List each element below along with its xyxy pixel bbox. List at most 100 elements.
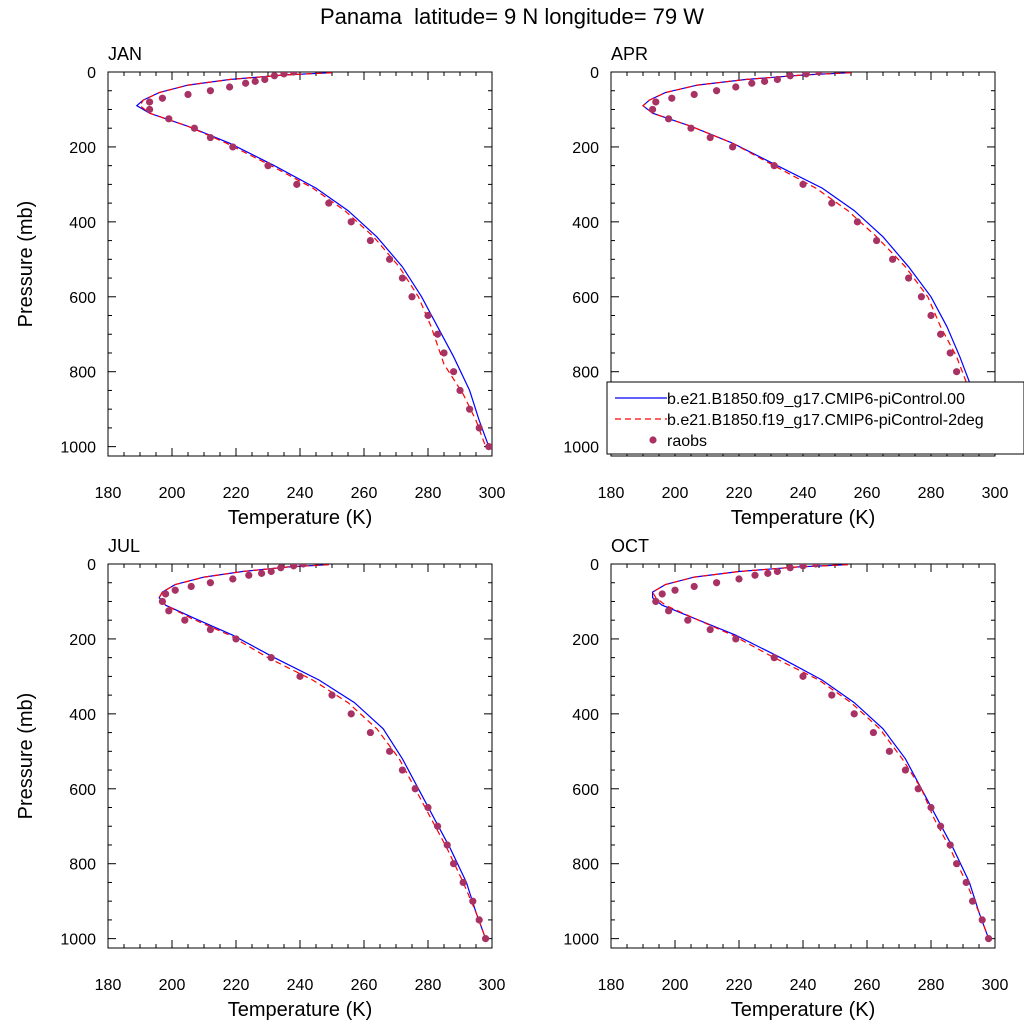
raobs-point — [466, 405, 474, 413]
raobs-point — [171, 586, 179, 594]
raobs-point — [962, 878, 970, 887]
x-tick-label: 280 — [415, 977, 442, 994]
plot-frame — [107, 563, 493, 949]
raobs-point — [671, 586, 679, 594]
panel-label: JAN — [108, 44, 142, 64]
raobs-point — [277, 564, 285, 572]
raobs-point — [290, 564, 298, 570]
raobs-point — [946, 841, 954, 849]
x-tick-label: 300 — [982, 977, 1009, 994]
raobs-point — [181, 616, 189, 624]
data-layer — [651, 564, 993, 943]
raobs-point — [937, 822, 945, 830]
raobs-point — [434, 330, 442, 338]
raobs-point — [424, 311, 432, 320]
raobs-point — [366, 728, 374, 737]
legend-label: raobs — [667, 433, 707, 450]
raobs-point — [450, 860, 458, 868]
raobs-point — [799, 180, 807, 188]
raobs-point — [690, 582, 698, 591]
y-tick-label: 400 — [69, 707, 96, 724]
raobs-point — [328, 691, 336, 699]
raobs-point — [264, 162, 272, 170]
raobs-point — [456, 386, 464, 395]
raobs-point — [770, 654, 778, 662]
raobs-point — [229, 575, 237, 583]
raobs-point — [443, 841, 451, 849]
raobs-point — [226, 83, 234, 91]
raobs-point — [885, 747, 894, 755]
panel-apr: 0 200 400 600 800 1000 180 200 220 240 260 280 300 AP… — [563, 44, 1024, 529]
x-tick-label: 220 — [726, 977, 753, 994]
raobs-point — [773, 567, 782, 576]
x-tick-label: 220 — [726, 485, 753, 502]
raobs-point — [434, 822, 442, 830]
x-tick-label: 200 — [159, 977, 186, 994]
x-tick-label: 280 — [415, 485, 442, 502]
raobs-point — [475, 916, 483, 924]
raobs-point — [713, 579, 721, 587]
x-tick-label: 260 — [351, 977, 378, 994]
raobs-point — [258, 569, 266, 577]
raobs-point — [290, 72, 298, 76]
raobs-point — [799, 564, 807, 570]
x-tick-label: 240 — [790, 485, 817, 502]
panel-jan: 0 200 400 600 800 1000 180 200 220 240 260 280 300 JA… — [15, 44, 505, 529]
y-tick-label: 1000 — [60, 932, 96, 949]
raobs-point — [684, 616, 692, 624]
raobs-point — [985, 935, 993, 943]
raobs-point — [652, 597, 660, 606]
raobs-point — [267, 654, 275, 662]
raobs-point — [251, 77, 259, 85]
x-tick-label: 260 — [854, 485, 881, 502]
series-line-f19 — [651, 564, 990, 939]
raobs-point — [873, 236, 881, 245]
x-tick-label: 200 — [159, 485, 186, 502]
x-tick-label: 180 — [95, 485, 122, 502]
y-axis-label: Pressure (mb) — [15, 693, 37, 820]
y-tick-label: 200 — [572, 140, 599, 157]
raobs-point — [953, 368, 961, 376]
raobs-point — [440, 349, 448, 357]
raobs-point — [828, 199, 836, 207]
raobs-point — [927, 311, 935, 320]
raobs-point — [764, 569, 772, 577]
y-tick-label: 800 — [572, 365, 599, 382]
raobs-point — [245, 571, 253, 579]
x-tick-label: 200 — [662, 977, 689, 994]
raobs-point — [325, 199, 333, 207]
raobs-point — [687, 124, 695, 132]
x-tick-label: 180 — [95, 977, 122, 994]
raobs-point — [649, 105, 657, 114]
raobs-point — [206, 625, 214, 634]
raobs-point — [946, 349, 954, 357]
x-axis-label: Temperature (K) — [228, 507, 373, 529]
panel-oct: 0 200 400 600 800 1000 180 200 220 240 260 280 300 OC… — [563, 536, 1008, 1021]
raobs-point — [485, 443, 492, 451]
raobs-point — [347, 710, 355, 718]
y-tick-label: 200 — [572, 632, 599, 649]
legend-marker — [649, 436, 657, 444]
raobs-point — [713, 87, 721, 95]
y-tick-label: 400 — [572, 215, 599, 232]
x-tick-label: 200 — [662, 485, 689, 502]
raobs-point — [969, 897, 977, 905]
raobs-point — [450, 368, 458, 376]
raobs-point — [927, 803, 935, 812]
raobs-point — [748, 79, 756, 87]
raobs-point — [398, 766, 406, 774]
y-tick-label: 1000 — [563, 932, 599, 949]
raobs-point — [386, 255, 394, 263]
legend-label: b.e21.B1850.f19_g17.CMIP6-piControl-2deg — [667, 412, 984, 429]
raobs-point — [475, 424, 483, 432]
raobs-point — [299, 564, 307, 568]
raobs-point — [706, 625, 714, 634]
legend-label: b.e21.B1850.f09_g17.CMIP6-piControl.00 — [667, 391, 965, 408]
y-tick-label: 200 — [69, 632, 96, 649]
raobs-point — [469, 897, 477, 905]
raobs-point — [905, 274, 913, 282]
raobs-point — [850, 710, 858, 718]
data-layer — [642, 72, 995, 451]
series-line-f09 — [135, 72, 490, 447]
